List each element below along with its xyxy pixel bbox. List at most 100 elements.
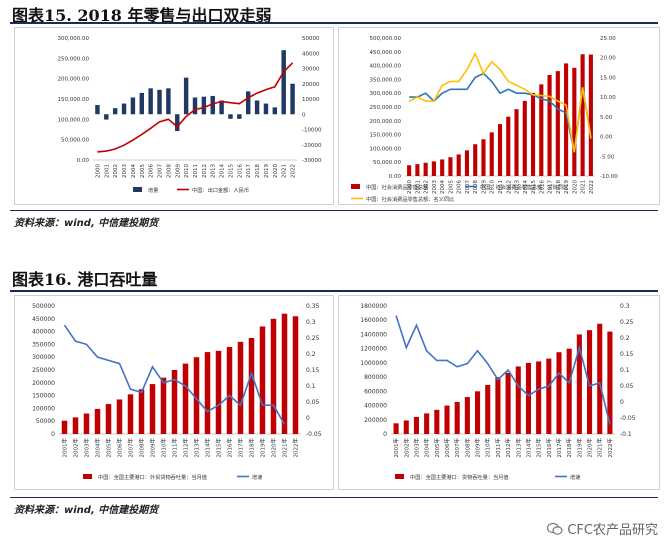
- bar: [130, 97, 136, 115]
- y-right-tick-label: 0.35: [306, 303, 320, 310]
- y-left-tick-label: 500000: [32, 303, 55, 310]
- source-1: 资料来源：wind, 中信建投期货: [14, 218, 159, 229]
- bar: [281, 313, 288, 434]
- x-tick-label: 2003年: [83, 438, 91, 458]
- x-tick-label: 2020年: [586, 438, 594, 458]
- bar: [83, 413, 90, 434]
- bar: [566, 348, 572, 434]
- series-line: [409, 72, 592, 153]
- x-tick-label: 2017年: [555, 438, 563, 458]
- y-right-tick-label: -0.1: [620, 431, 632, 438]
- y-right-tick-label: 30000: [302, 67, 320, 73]
- x-tick-label: 2016: [237, 164, 243, 178]
- port-throughput-chart: 0 200000 400000 600000 800000 1000000 1200000 1…: [360, 303, 636, 481]
- y-right-tick-label: -0.05: [620, 415, 636, 422]
- y-right-tick-label: 0.05: [306, 399, 320, 406]
- x-tick-label: 2021年: [596, 438, 604, 458]
- y-left-tick-label: 200000: [364, 417, 387, 424]
- y-left-tick-label: 150,000.00: [58, 97, 90, 103]
- y-left-tick-label: 450000: [32, 316, 55, 323]
- x-tick-label: 2015年: [535, 438, 543, 458]
- bar: [588, 54, 593, 176]
- bar: [403, 420, 409, 434]
- legend-swatch: [83, 474, 92, 479]
- x-tick-label: 2006: [457, 180, 463, 194]
- y-left-tick-label: 400,000.00: [370, 64, 402, 70]
- x-tick-label: 2001: [415, 180, 421, 194]
- bar: [175, 114, 180, 132]
- bar: [393, 423, 399, 434]
- x-tick-label: 2012年: [504, 438, 512, 458]
- bar: [272, 107, 278, 115]
- x-tick-label: 2005: [448, 180, 454, 194]
- watermark: CFC农产品研究: [547, 519, 658, 538]
- source-2: 资料来源：wind, 中信建投期货: [14, 505, 159, 516]
- bar: [495, 377, 501, 434]
- y-right-tick-label: 0.05: [620, 383, 634, 390]
- x-tick-label: 2018年: [248, 438, 256, 458]
- bar: [525, 362, 531, 434]
- x-tick-label: 2013: [211, 164, 217, 178]
- x-tick-label: 2006: [149, 164, 155, 178]
- y-left-tick-label: 0.00: [77, 158, 90, 164]
- legend-label: 中国：社会消费品零售总额：实际同比: [480, 183, 568, 191]
- bar: [201, 96, 207, 115]
- bar: [95, 105, 100, 115]
- y-right-tick-label: 0.25: [306, 335, 320, 342]
- y-right-tick-label: 0.15: [620, 351, 634, 358]
- bar: [546, 358, 552, 434]
- bar: [485, 384, 491, 434]
- x-tick-label: 2014: [523, 180, 529, 194]
- bar: [94, 408, 101, 434]
- y-left-tick-label: 100,000.00: [370, 146, 402, 152]
- y-left-tick-label: 400000: [32, 329, 55, 336]
- bar: [505, 372, 511, 434]
- x-tick-label: 2011: [498, 180, 504, 194]
- bar: [248, 338, 255, 434]
- legend-label: 增速: [252, 473, 262, 481]
- x-tick-label: 2001年: [61, 438, 69, 458]
- bar: [415, 164, 420, 176]
- figure-15-title: 图表15. 2018 年零售与出口双走弱: [12, 6, 272, 25]
- x-tick-label: 2016: [539, 180, 545, 194]
- x-tick-label: 2019: [264, 164, 270, 178]
- x-tick-label: 2015年: [215, 438, 223, 458]
- x-tick-label: 2022年: [292, 438, 300, 458]
- bar: [105, 404, 112, 434]
- y-left-tick-label: 300000: [32, 354, 55, 361]
- x-tick-label: 2016年: [226, 438, 234, 458]
- y-left-tick-label: 350,000.00: [370, 77, 402, 83]
- retail-chart: 0.00 50,000.00 100,000.00 150,000.00 200,000…: [351, 36, 618, 203]
- legend-label: 增量: [148, 186, 158, 194]
- bar: [473, 144, 478, 176]
- bar: [210, 95, 215, 115]
- bar: [564, 63, 569, 176]
- x-tick-label: 2017年: [237, 438, 245, 458]
- x-tick-label: 2014年: [204, 438, 212, 458]
- bar: [192, 97, 198, 115]
- legend-label: 中国：出口金额：人民币: [192, 186, 249, 194]
- x-tick-label: 2005年: [105, 438, 113, 458]
- y-left-tick-label: 250,000.00: [370, 105, 402, 111]
- x-tick-label: 2011: [193, 164, 199, 178]
- export-chart: 0.00 50,000.00 100,000.00 150,000.00 200,000…: [58, 36, 322, 194]
- legend-swatch: [395, 474, 404, 479]
- x-tick-label: 2019年: [259, 438, 267, 458]
- chart-4-panel: 0 200000 400000 600000 800000 1000000 1200000 1…: [338, 295, 660, 490]
- y-left-tick-label: 300,000.00: [58, 36, 90, 42]
- y-left-tick-label: 250000: [32, 367, 55, 374]
- x-tick-label: 2015: [228, 164, 234, 178]
- series-line: [395, 315, 611, 425]
- bar: [580, 54, 585, 177]
- bar: [464, 150, 470, 176]
- y-right-tick-label: 0.00: [600, 135, 613, 141]
- chart-1-panel: 0.00 50,000.00 100,000.00 150,000.00 200,000…: [14, 27, 334, 205]
- bar: [607, 331, 613, 434]
- y-left-tick-label: 0: [383, 431, 387, 438]
- bar: [597, 323, 603, 434]
- x-tick-label: 2019: [564, 180, 570, 194]
- series-line: [63, 324, 286, 425]
- figure-16-rule: [10, 290, 658, 292]
- x-tick-label: 2021年: [281, 438, 289, 458]
- x-tick-label: 2003: [122, 164, 128, 178]
